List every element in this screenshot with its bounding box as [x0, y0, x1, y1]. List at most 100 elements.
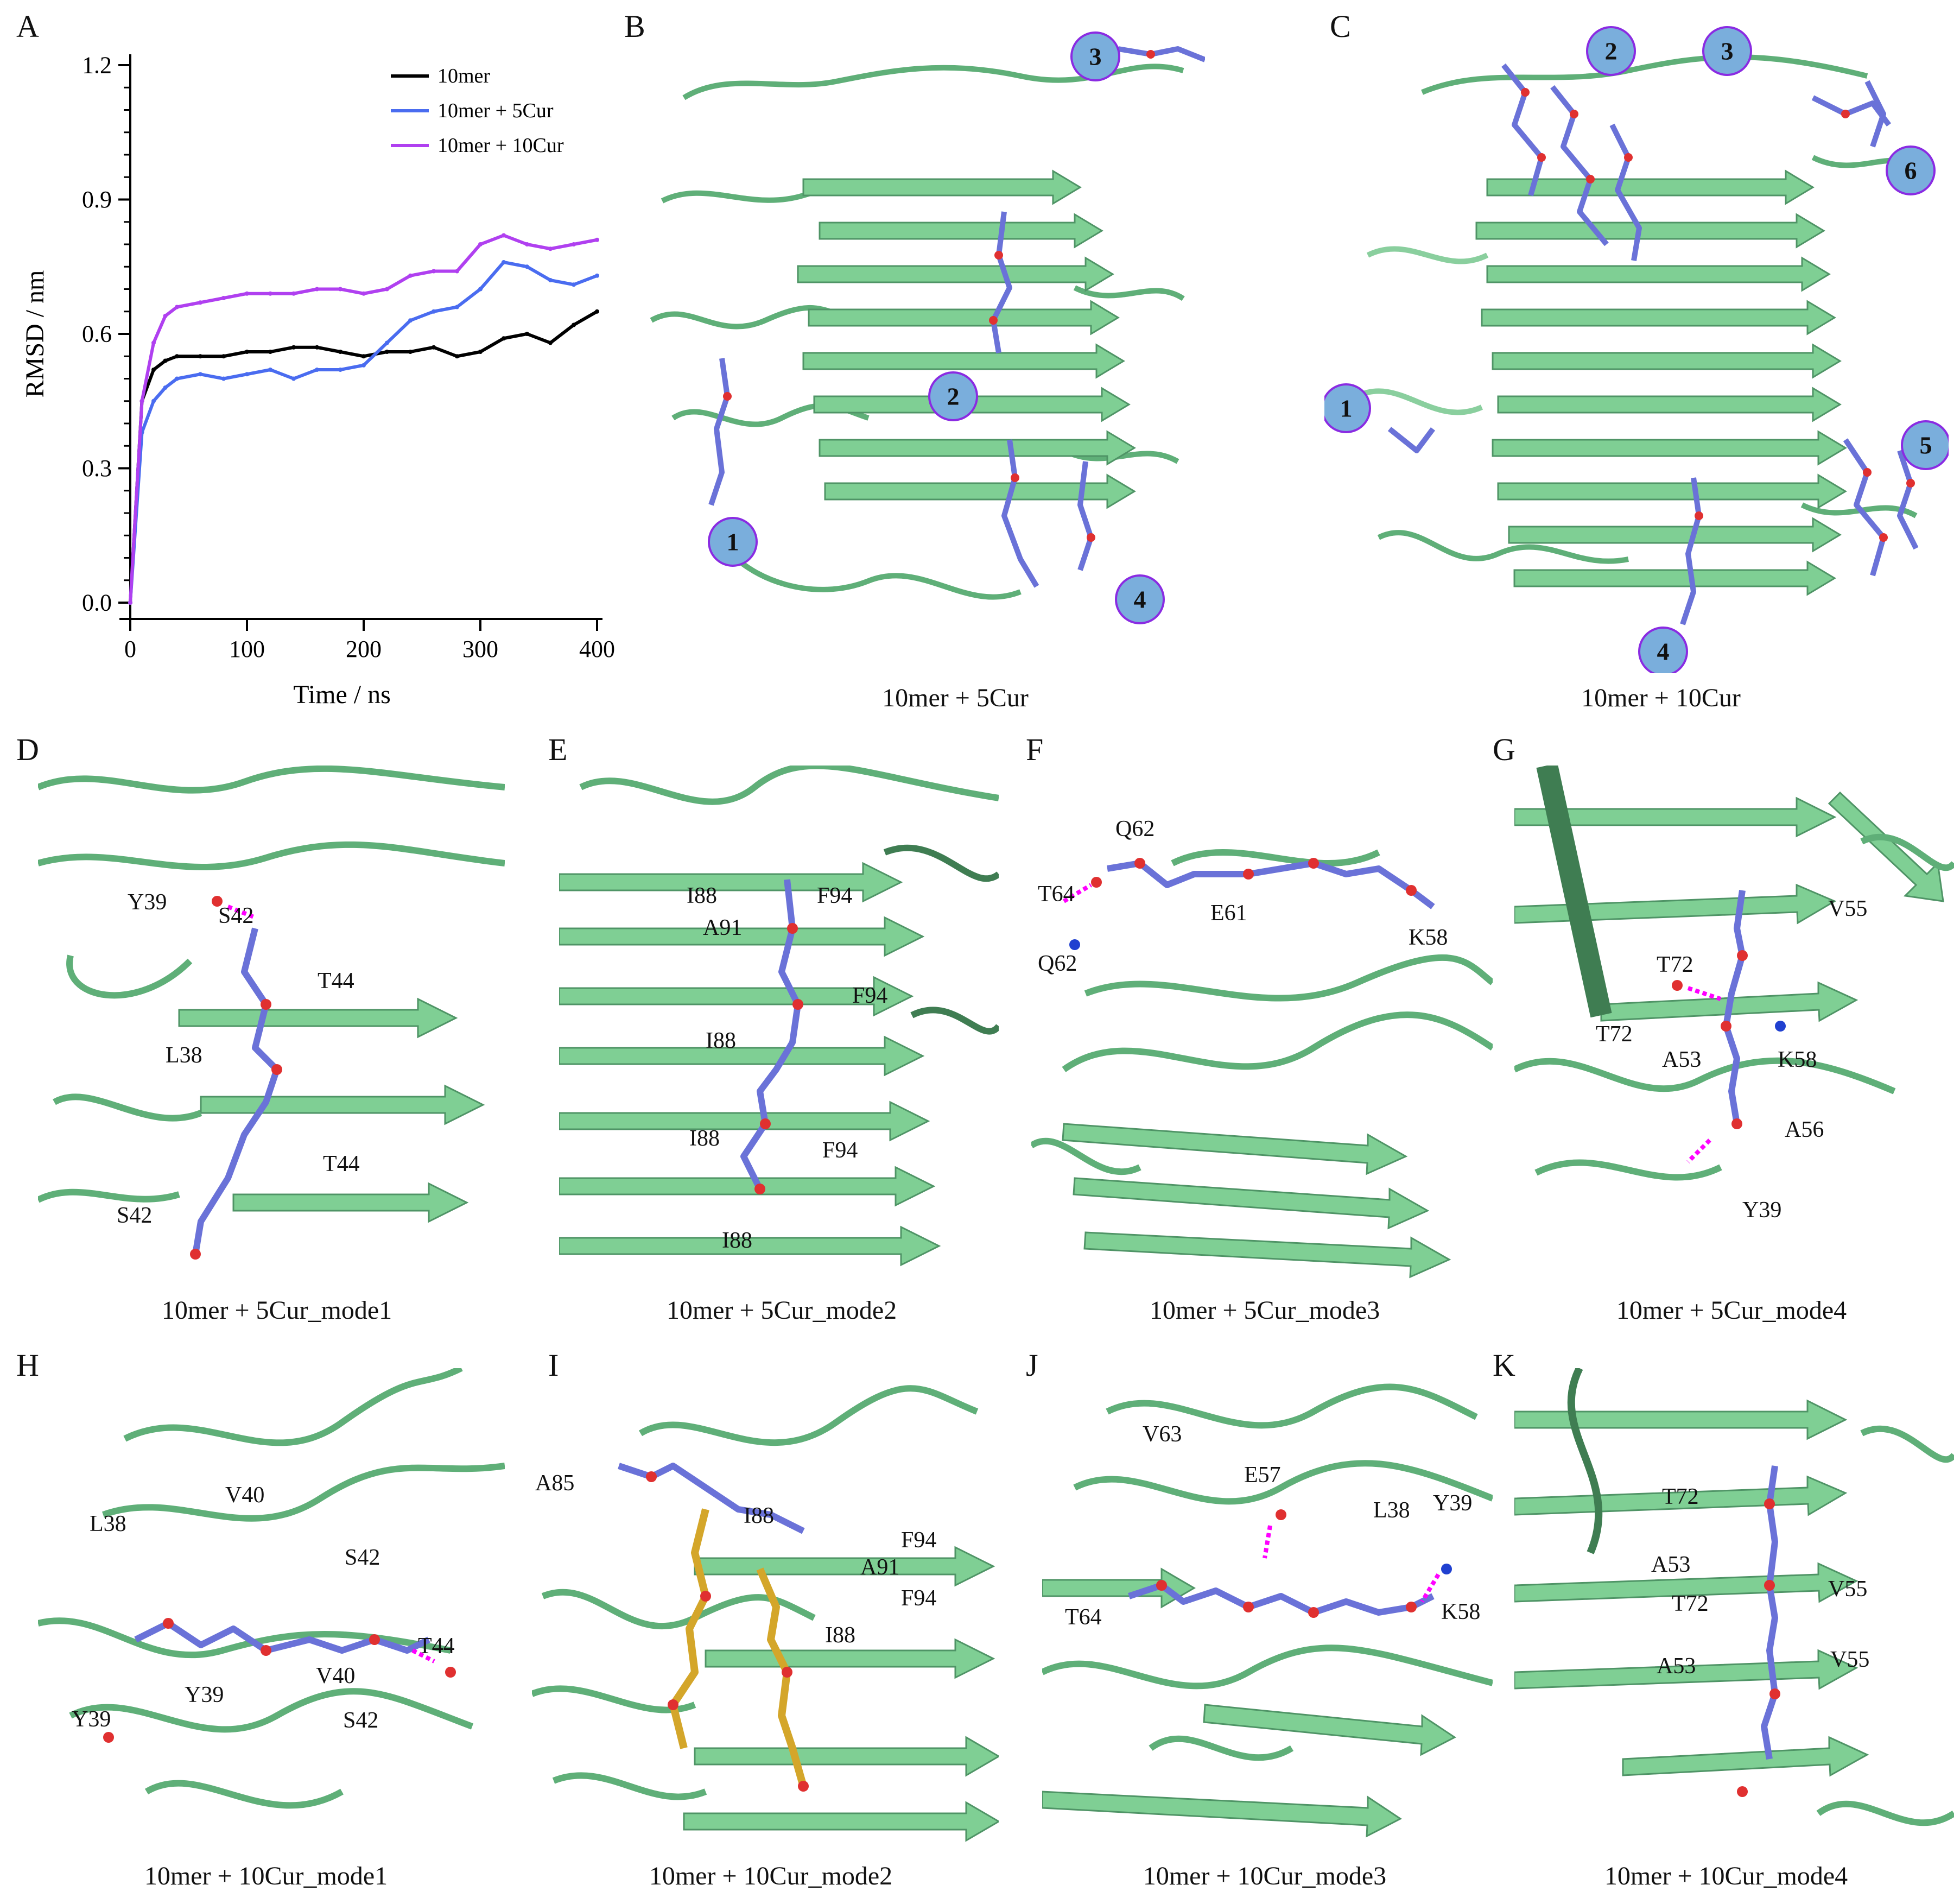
- residue-label: Y39: [185, 1682, 224, 1707]
- data-point: [432, 269, 436, 274]
- structure-j-render: V63 E57 L38 Y39 T64 K58: [1042, 1383, 1493, 1838]
- site-marker-1: [708, 517, 758, 567]
- y-axis-label: RMSD / nm: [21, 270, 49, 398]
- panel-letter-j: J: [1026, 1348, 1038, 1383]
- data-point: [502, 260, 506, 264]
- data-point: [525, 332, 529, 336]
- residue-label: E61: [1210, 901, 1247, 926]
- data-point: [163, 314, 168, 318]
- data-point: [572, 282, 576, 287]
- data-point: [385, 340, 389, 345]
- caption-f: 10mer + 5Cur_mode3: [1149, 1296, 1380, 1325]
- data-point: [361, 363, 366, 368]
- y-tick-label: 0.3: [82, 455, 112, 482]
- data-point: [268, 291, 272, 296]
- residue-label: F94: [852, 983, 887, 1008]
- site-marker-3: [1702, 26, 1752, 76]
- data-point: [315, 368, 319, 372]
- residue-label: K58: [1409, 925, 1448, 950]
- caption-k: 10mer + 10Cur_mode4: [1604, 1862, 1848, 1890]
- data-point: [385, 287, 389, 292]
- residue-label: Y39: [1742, 1198, 1781, 1223]
- data-point: [291, 291, 296, 296]
- data-point: [408, 318, 413, 323]
- panel-letter-i: I: [548, 1348, 559, 1383]
- residue-label: V63: [1143, 1422, 1182, 1447]
- panel-letter-c: C: [1330, 9, 1351, 44]
- legend-label: 10mer: [437, 65, 490, 87]
- structure-b-render: 1 2 3 4: [650, 31, 1205, 624]
- caption-e: 10mer + 5Cur_mode2: [666, 1296, 897, 1325]
- data-point: [572, 242, 576, 246]
- residue-label: I88: [706, 1028, 736, 1053]
- data-point: [245, 350, 249, 354]
- residue-label: A53: [1651, 1552, 1690, 1577]
- residue-label: A91: [703, 915, 742, 940]
- site-label-6: 6: [1905, 157, 1917, 185]
- y-tick-label: 0.9: [82, 186, 112, 213]
- residue-label: I88: [744, 1503, 774, 1528]
- site-marker-5: [1901, 420, 1949, 470]
- data-point: [548, 278, 553, 282]
- site-label-5: 5: [1920, 432, 1932, 459]
- residue-label: T64: [1065, 1605, 1102, 1630]
- panel-letter-h: H: [16, 1348, 39, 1383]
- site-label-2: 2: [947, 383, 960, 410]
- site-label-1: 1: [727, 528, 739, 556]
- site-label-3: 3: [1721, 37, 1734, 65]
- y-tick-label: 0.6: [82, 321, 112, 347]
- residue-label: S42: [117, 1203, 152, 1228]
- panel-letter-k: K: [1493, 1348, 1515, 1383]
- residue-label: S42: [218, 903, 253, 928]
- residue-label: T72: [1596, 1022, 1633, 1047]
- site-marker-2: [928, 371, 978, 421]
- residue-label: K58: [1441, 1599, 1480, 1624]
- data-point: [198, 300, 202, 305]
- data-point: [595, 237, 599, 242]
- residue-label: K58: [1778, 1047, 1817, 1072]
- data-point: [432, 345, 436, 350]
- residue-label: S42: [343, 1708, 378, 1733]
- caption-i: 10mer + 10Cur_mode2: [649, 1862, 893, 1890]
- residue-label: A85: [535, 1471, 574, 1496]
- data-point: [478, 350, 483, 354]
- panel-letter-a: A: [16, 9, 39, 44]
- data-point: [245, 291, 249, 296]
- data-point: [175, 305, 179, 309]
- residue-label: A56: [1785, 1117, 1824, 1142]
- data-point: [198, 354, 202, 359]
- site-label-4: 4: [1134, 586, 1146, 613]
- data-point: [408, 350, 413, 354]
- amyloid-fibril-c: 1 2 3 4 5 6: [1324, 26, 1949, 673]
- data-point: [572, 322, 576, 327]
- legend-label: 10mer + 10Cur: [437, 134, 564, 157]
- site-marker-2: [1586, 26, 1636, 76]
- residue-label: A53: [1662, 1047, 1701, 1072]
- y-tick-label: 1.2: [82, 52, 112, 79]
- data-point: [432, 309, 436, 314]
- caption-g: 10mer + 5Cur_mode4: [1616, 1296, 1847, 1325]
- residue-label: F94: [901, 1528, 936, 1553]
- residue-label: F94: [817, 883, 852, 908]
- residue-label: A53: [1657, 1654, 1696, 1679]
- residue-label: S42: [345, 1545, 380, 1570]
- data-point: [385, 350, 389, 354]
- residue-label: A91: [860, 1555, 899, 1580]
- data-point: [502, 233, 506, 238]
- site-marker-6: [1886, 146, 1936, 195]
- panel-letter-e: E: [548, 732, 568, 767]
- data-point: [361, 291, 366, 296]
- residue-label: Y39: [1433, 1491, 1472, 1516]
- series-line-3: [129, 233, 598, 603]
- panel-letter-f: F: [1026, 732, 1044, 767]
- site-label-4: 4: [1657, 638, 1670, 666]
- data-point: [338, 368, 342, 372]
- structure-i-render: A85 I88 F94 A91 F94 I88: [532, 1385, 999, 1842]
- caption-h: 10mer + 10Cur_mode1: [144, 1862, 388, 1890]
- residue-label: L38: [166, 1043, 202, 1068]
- residue-label: E57: [1244, 1463, 1281, 1488]
- residue-label: T44: [418, 1634, 455, 1659]
- residue-label: T64: [1038, 882, 1075, 907]
- data-point: [408, 273, 413, 278]
- caption-j: 10mer + 10Cur_mode3: [1143, 1862, 1387, 1890]
